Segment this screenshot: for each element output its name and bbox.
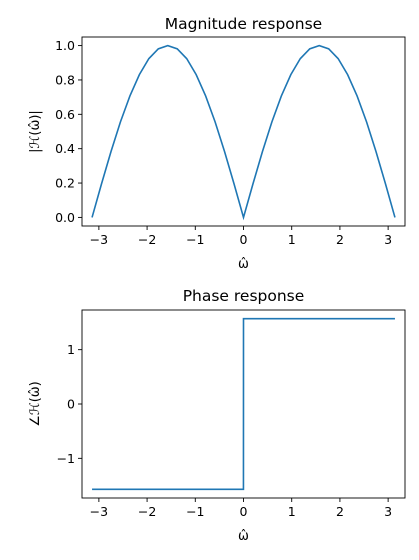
phase-x-tick-label: 3 <box>384 504 392 519</box>
magnitude-title: Magnitude response <box>165 15 322 33</box>
phase-x-tick-label: −2 <box>138 504 156 519</box>
phase-y-ticks: −1 0 1 <box>57 342 82 466</box>
phase-x-ticks: −3 −2 −1 0 1 2 3 <box>90 498 392 519</box>
magnitude-y-ticks: 0.0 0.2 0.4 0.6 0.8 1.0 <box>55 38 82 225</box>
phase-x-tick-label: −3 <box>90 504 108 519</box>
magnitude-x-tick-label: −1 <box>186 232 204 247</box>
phase-title: Phase response <box>183 287 305 305</box>
magnitude-x-tick-label: 1 <box>288 232 296 247</box>
phase-x-axis-label: ω̂ <box>238 529 249 544</box>
magnitude-x-axis-label: ω̂ <box>238 257 249 272</box>
magnitude-x-tick-label: −3 <box>90 232 108 247</box>
magnitude-y-tick-label: 0.4 <box>55 141 75 156</box>
phase-y-tick-label: −1 <box>57 451 75 466</box>
magnitude-y-tick-label: 0.8 <box>55 72 75 87</box>
magnitude-y-axis-label: |ℋ(ω̂)| <box>28 110 43 153</box>
phase-response-panel: Phase response −3 −2 −1 0 1 2 3 −1 0 1 ω̂ ∠ℋ(ω̂) <box>28 287 406 544</box>
phase-series-line <box>92 317 395 491</box>
magnitude-x-tick-label: 3 <box>384 232 392 247</box>
phase-y-tick-label: 1 <box>67 342 75 357</box>
magnitude-x-tick-label: −2 <box>138 232 156 247</box>
magnitude-y-tick-label: 1.0 <box>55 38 75 53</box>
magnitude-response-panel: Magnitude response −3 −2 −1 0 1 2 3 0.00.20.40… <box>28 15 406 272</box>
magnitude-y-tick-label: 0.6 <box>55 107 75 122</box>
phase-y-tick-label: 0 <box>67 397 75 412</box>
phase-y-axis-label: ∠ℋ(ω̂) <box>28 381 43 427</box>
magnitude-plot-area <box>81 36 406 227</box>
magnitude-x-tick-label: 2 <box>336 232 344 247</box>
phase-x-tick-label: 0 <box>240 504 248 519</box>
phase-x-tick-label: 2 <box>336 504 344 519</box>
magnitude-y-tick-label: 0.0 <box>55 210 75 225</box>
magnitude-x-ticks: −3 −2 −1 0 1 2 3 <box>90 226 392 247</box>
phase-x-tick-label: 1 <box>288 504 296 519</box>
magnitude-y-tick-label: 0.2 <box>55 176 75 191</box>
magnitude-series-line <box>91 44 396 221</box>
phase-x-tick-label: −1 <box>186 504 204 519</box>
magnitude-x-tick-label: 0 <box>240 232 248 247</box>
